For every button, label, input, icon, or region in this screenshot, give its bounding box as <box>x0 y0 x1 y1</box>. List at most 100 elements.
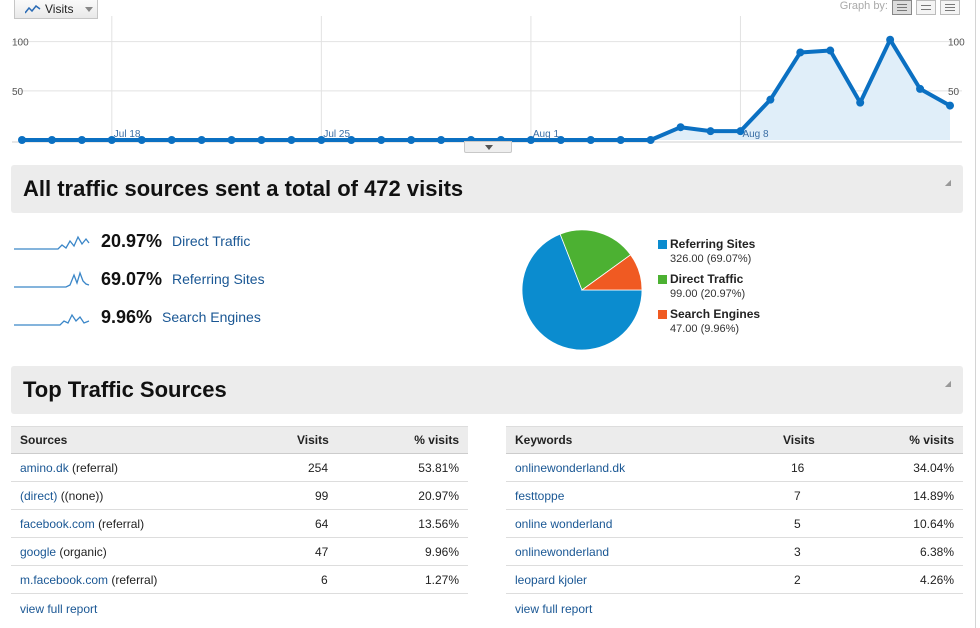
summary-header: All traffic sources sent a total of 472 … <box>11 165 963 213</box>
source-link[interactable]: m.facebook.com <box>20 572 109 587</box>
data-point[interactable] <box>167 136 176 144</box>
data-point[interactable] <box>227 136 236 144</box>
col-header-keywords: Keywords <box>506 426 726 454</box>
referring-sites-link[interactable]: Referring Sites <box>172 271 265 287</box>
data-point[interactable] <box>407 136 416 144</box>
legend-name: Direct Traffic <box>670 272 744 286</box>
source-link[interactable]: (direct) <box>20 488 58 503</box>
direct-traffic-link[interactable]: Direct Traffic <box>172 233 251 249</box>
data-point[interactable] <box>197 136 206 144</box>
traffic-pie-chart <box>521 229 643 351</box>
data-point[interactable] <box>766 95 775 104</box>
visits-cell: 7 <box>726 481 893 510</box>
keyword-link[interactable]: online wonderland <box>515 516 613 531</box>
sparkline-icon <box>14 235 90 250</box>
data-point[interactable] <box>317 136 326 144</box>
keyword-link[interactable]: onlinewonderland.dk <box>515 460 626 475</box>
pct-cell: 20.97% <box>398 481 468 510</box>
data-point[interactable] <box>347 136 356 144</box>
keyword-link[interactable]: onlinewonderland <box>515 544 610 559</box>
source-type: (referral) <box>111 572 158 587</box>
table-row: leopard kjoler 2 4.26% <box>506 565 963 594</box>
table-row: (direct) ((none)) 99 20.97% <box>11 481 468 510</box>
data-point[interactable] <box>137 136 146 144</box>
visits-cell: 64 <box>231 509 398 538</box>
data-point[interactable] <box>47 136 56 144</box>
legend-name: Referring Sites <box>670 237 756 251</box>
data-point[interactable] <box>856 98 865 107</box>
table-row: onlinewonderland 3 6.38% <box>506 537 963 566</box>
data-point[interactable] <box>946 101 954 110</box>
scroll-divider <box>975 0 976 628</box>
data-point[interactable] <box>77 136 86 144</box>
chevron-down-icon <box>85 7 93 12</box>
data-point[interactable] <box>586 136 595 144</box>
data-point[interactable] <box>676 123 685 132</box>
graph-by-month-button[interactable] <box>940 0 960 15</box>
table-row: facebook.com (referral) 64 13.56% <box>11 509 468 538</box>
data-point[interactable] <box>287 136 296 144</box>
pct-cell: 1.27% <box>398 565 468 594</box>
data-point[interactable] <box>616 136 625 144</box>
visits-cell: 99 <box>231 481 398 510</box>
visits-cell: 6 <box>231 565 398 594</box>
metric-selector-dropdown[interactable]: Visits <box>14 0 98 19</box>
data-point[interactable] <box>646 136 655 144</box>
data-point[interactable] <box>706 127 715 136</box>
source-type: ((none)) <box>60 488 104 503</box>
keywords-full-report-link[interactable]: view full report <box>515 602 593 616</box>
graph-by-week-button[interactable] <box>916 0 936 15</box>
table-row: online wonderland 5 10.64% <box>506 509 963 538</box>
sparkline-icon <box>14 313 90 326</box>
source-type: (referral) <box>98 516 145 531</box>
pct-cell: 34.04% <box>893 453 963 482</box>
visits-line <box>22 37 951 142</box>
x-tick-label: Aug 1 <box>533 129 560 140</box>
pct-cell: 10.64% <box>893 509 963 538</box>
legend-swatch <box>658 275 667 284</box>
corner-icon: ◢ <box>944 178 951 187</box>
keyword-link[interactable]: leopard kjoler <box>515 572 588 587</box>
visits-cell: 254 <box>231 453 398 482</box>
data-point[interactable] <box>437 136 446 144</box>
data-point[interactable] <box>916 84 925 93</box>
data-point[interactable] <box>826 46 835 55</box>
summary-title: All traffic sources sent a total of 472 … <box>23 176 464 201</box>
keywords-table: Keywords Visits % visits onlinewonderlan… <box>506 426 963 594</box>
visits-cell: 16 <box>726 453 893 482</box>
expand-chart-handle[interactable] <box>464 141 512 153</box>
pct-cell: 14.89% <box>893 481 963 510</box>
data-point[interactable] <box>556 136 565 144</box>
graph-by-label: Graph by: <box>839 0 888 12</box>
sparkline-icon <box>14 271 90 288</box>
data-point[interactable] <box>736 127 745 136</box>
data-point[interactable] <box>107 136 116 144</box>
top-sources-header: Top Traffic Sources ◢ <box>11 366 963 414</box>
source-link[interactable]: google <box>20 544 57 559</box>
search-engines-link[interactable]: Search Engines <box>162 309 261 325</box>
sources-full-report-link[interactable]: view full report <box>20 602 98 616</box>
data-point[interactable] <box>377 136 386 144</box>
pie-slice[interactable] <box>580 254 643 291</box>
data-point[interactable] <box>18 136 26 144</box>
metric-selector-label: Visits <box>45 2 74 16</box>
col-header-visits: Visits <box>726 426 893 454</box>
data-point[interactable] <box>526 136 535 144</box>
sources-table: Sources Visits % visits amino.dk (referr… <box>11 426 468 594</box>
visits-cell: 47 <box>231 537 398 566</box>
pie-slice[interactable] <box>521 233 643 351</box>
keyword-link[interactable]: festtoppe <box>515 488 565 503</box>
source-link[interactable]: facebook.com <box>20 516 95 531</box>
source-link[interactable]: amino.dk <box>20 460 69 475</box>
graph-by-day-button[interactable] <box>892 0 912 15</box>
line-chart-icon <box>25 5 41 14</box>
x-tick-label: Jul 18 <box>114 129 141 140</box>
data-point[interactable] <box>886 35 895 44</box>
visits-cell: 2 <box>726 565 893 594</box>
top-sources-title: Top Traffic Sources <box>23 377 227 402</box>
data-point[interactable] <box>796 48 805 57</box>
legend-swatch <box>658 240 667 249</box>
data-point[interactable] <box>257 136 266 144</box>
pie-slice[interactable] <box>559 229 632 291</box>
y-tick-label: 50 <box>12 87 24 98</box>
